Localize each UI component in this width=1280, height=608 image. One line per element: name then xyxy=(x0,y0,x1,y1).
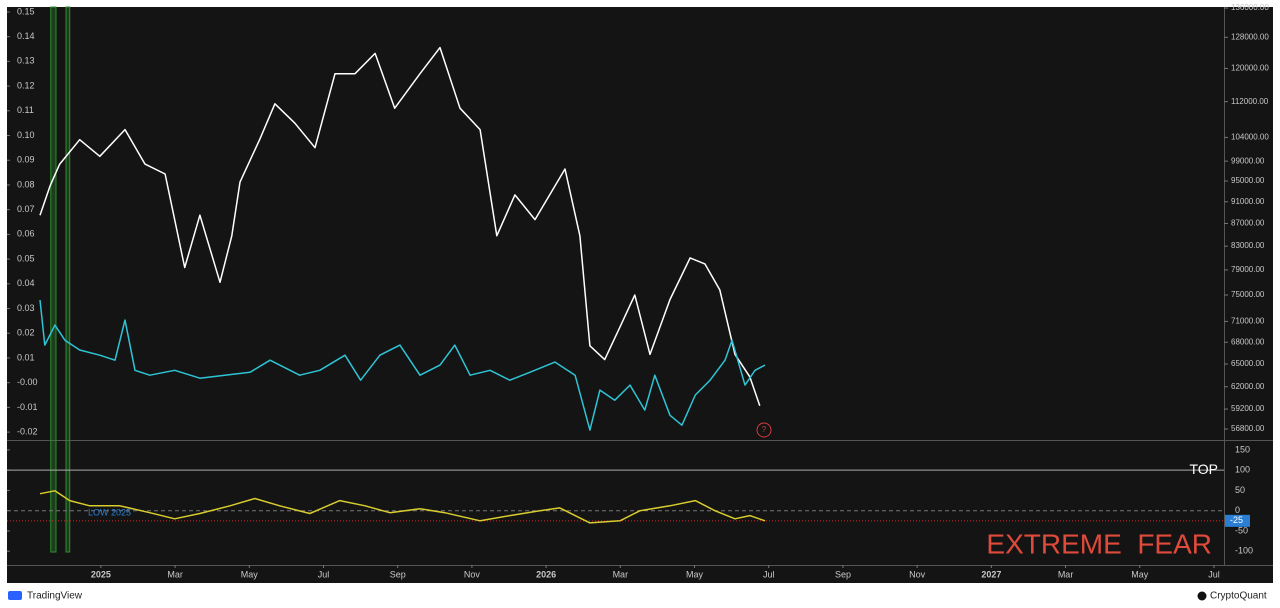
fear-label: EXTREME FEAR xyxy=(986,528,1212,559)
signal-band xyxy=(65,6,71,553)
y2-tick-label: 83000.00 xyxy=(1231,241,1265,250)
y-tick-label: -0.01 xyxy=(17,402,38,412)
y-tick-label: 0.15 xyxy=(17,6,35,16)
y-tick-label: 0.09 xyxy=(17,155,35,165)
x-tick-label: Mar xyxy=(167,569,183,579)
y2-tick-label: 62000.00 xyxy=(1231,382,1265,391)
y-tick-label: 0.12 xyxy=(17,80,35,90)
footer-right: CryptoQuant xyxy=(1210,591,1267,602)
y-tick-label: 0.08 xyxy=(17,179,35,189)
x-tick-label: Jul xyxy=(1208,569,1220,579)
y-tick-label: -100 xyxy=(1235,546,1253,556)
y2-tick-label: 65000.00 xyxy=(1231,359,1265,368)
y-tick-label: 0.06 xyxy=(17,229,35,239)
y2-tick-label: 68000.00 xyxy=(1231,337,1265,346)
series-line xyxy=(39,300,766,431)
x-tick-label: Sep xyxy=(835,569,851,579)
fear-badge xyxy=(1225,514,1250,527)
footer-left: TradingView xyxy=(27,591,83,602)
y-tick-label: 0.11 xyxy=(17,105,34,115)
y2-tick-label: 75000.00 xyxy=(1231,290,1265,299)
y-tick-label: 0.10 xyxy=(17,130,35,140)
y-tick-label: 0.05 xyxy=(17,253,35,263)
y-tick-label: 0 xyxy=(1235,505,1240,515)
y-tick-label: -0.00 xyxy=(17,377,38,387)
x-tick-label: 2026 xyxy=(536,569,556,579)
alert-icon-glyph: ? xyxy=(762,425,767,434)
x-tick-label: Nov xyxy=(464,569,481,579)
y-tick-label: 0.02 xyxy=(17,328,35,338)
y-tick-label: 0.14 xyxy=(17,31,35,41)
annotation: LOW 2025 xyxy=(88,507,131,517)
x-tick-label: May xyxy=(241,569,259,579)
signal-band xyxy=(50,6,57,553)
y2-tick-label: 71000.00 xyxy=(1231,317,1265,326)
y-tick-label: 0.07 xyxy=(17,204,35,214)
cq-logo xyxy=(1197,591,1207,601)
y2-tick-label: 112000.00 xyxy=(1231,97,1269,106)
y-tick-label: 0.01 xyxy=(17,352,35,362)
x-tick-label: Jul xyxy=(763,569,775,579)
series-line xyxy=(39,490,766,524)
y-tick-label: 150 xyxy=(1235,444,1250,454)
y2-tick-label: 59200.00 xyxy=(1231,404,1265,413)
y2-tick-label: 104000.00 xyxy=(1231,133,1269,142)
x-tick-label: Mar xyxy=(1058,569,1074,579)
y-tick-label: 0.04 xyxy=(17,278,35,288)
y2-tick-label: 120000.00 xyxy=(1231,64,1269,73)
alert-icon[interactable] xyxy=(756,422,772,438)
x-tick-label: 2025 xyxy=(91,569,111,579)
y2-tick-label: 99000.00 xyxy=(1231,156,1265,165)
y2-tick-label: 56800.00 xyxy=(1231,424,1265,433)
y-tick-label: 100 xyxy=(1235,465,1250,475)
x-tick-label: Sep xyxy=(390,569,406,579)
y2-tick-label: 95000.00 xyxy=(1231,176,1265,185)
x-tick-label: May xyxy=(1131,569,1149,579)
y2-tick-label: 91000.00 xyxy=(1231,197,1265,206)
x-tick-label: Mar xyxy=(613,569,629,579)
y2-tick-label: 136000.00 xyxy=(1231,3,1269,12)
x-tick-label: 2027 xyxy=(981,569,1001,579)
y-tick-label: 0.13 xyxy=(17,56,35,66)
y-tick-label: -50 xyxy=(1235,525,1248,535)
y-tick-label: -0.02 xyxy=(17,426,38,436)
tv-logo xyxy=(8,591,22,600)
y2-tick-label: 79000.00 xyxy=(1231,265,1265,274)
x-tick-label: Jul xyxy=(318,569,330,579)
x-tick-label: May xyxy=(686,569,704,579)
y-tick-label: 50 xyxy=(1235,485,1245,495)
series-line xyxy=(39,46,761,407)
y-tick-label: 0.03 xyxy=(17,303,35,313)
chart-bg xyxy=(7,7,1273,583)
x-tick-label: Nov xyxy=(909,569,926,579)
top-label: TOP xyxy=(1189,461,1218,477)
y2-tick-label: 128000.00 xyxy=(1231,32,1269,41)
y2-tick-label: 87000.00 xyxy=(1231,219,1265,228)
fear-badge-label: -25 xyxy=(1230,515,1243,525)
